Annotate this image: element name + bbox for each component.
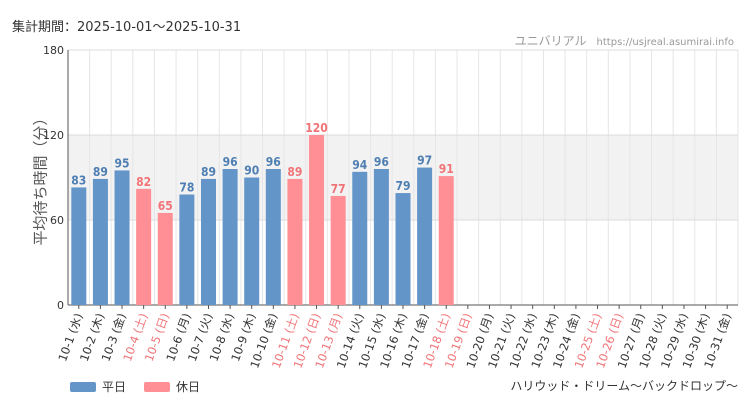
legend-item-holiday[interactable]: 休日	[144, 378, 200, 395]
y-tick-label: 120	[43, 129, 64, 142]
legend-swatch-holiday	[144, 381, 171, 392]
bar	[244, 177, 260, 305]
ride-name: ハリウッド・ドリーム～バックドロップ～	[510, 379, 738, 393]
bar	[157, 212, 173, 305]
bar	[200, 178, 216, 305]
data-label: 89	[201, 165, 216, 179]
legend-label-holiday: 休日	[176, 380, 201, 394]
bar	[417, 167, 433, 305]
legend-item-weekday[interactable]: 平日	[70, 378, 126, 395]
data-label: 79	[395, 179, 410, 193]
data-label: 94	[352, 158, 368, 172]
brand-name: ユニバリアル	[514, 34, 587, 48]
data-label: 65	[158, 199, 173, 213]
data-label: 96	[223, 155, 238, 169]
brand-text: ユニバリアル https://usjreal.asumirai.info	[515, 32, 734, 49]
bar	[71, 187, 87, 305]
legend: 平日 休日	[70, 378, 200, 395]
data-label: 78	[179, 181, 194, 195]
bar	[352, 171, 368, 305]
bar	[287, 178, 303, 305]
data-label: 77	[331, 182, 346, 196]
bar	[395, 193, 411, 305]
data-label: 120	[305, 121, 328, 135]
y-tick-label: 60	[50, 214, 64, 227]
bar	[92, 178, 108, 305]
bar	[309, 135, 325, 305]
bar	[136, 188, 152, 305]
data-label: 97	[417, 154, 432, 168]
legend-swatch-weekday	[70, 381, 96, 392]
data-label: 96	[374, 155, 389, 169]
bar	[438, 176, 454, 305]
data-label: 83	[71, 173, 86, 187]
data-label: 96	[266, 155, 281, 169]
data-label: 95	[115, 156, 130, 170]
data-label: 82	[136, 175, 151, 189]
bar	[179, 194, 195, 305]
bar	[373, 169, 389, 305]
data-label: 89	[93, 165, 108, 179]
brand-url: https://usjreal.asumirai.info	[596, 37, 734, 48]
y-tick-label: 0	[57, 299, 64, 312]
bar	[222, 169, 238, 305]
data-label: 91	[439, 162, 454, 176]
y-tick-label: 180	[43, 44, 64, 57]
bar	[114, 170, 130, 305]
legend-label-weekday: 平日	[102, 380, 127, 394]
bar	[265, 169, 281, 305]
data-label: 89	[287, 165, 302, 179]
bar	[330, 195, 346, 305]
data-label: 90	[244, 164, 259, 178]
period-text: 集計期間：2025-10-01～2025-10-31	[12, 20, 242, 35]
